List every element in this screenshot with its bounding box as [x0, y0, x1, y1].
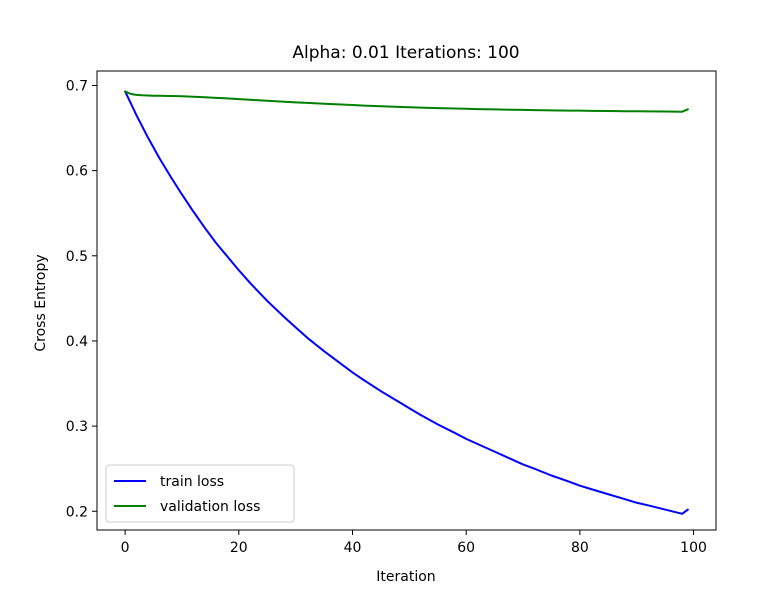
y-tick-label: 0.4	[66, 334, 88, 350]
x-tick-label: 40	[344, 540, 362, 556]
x-axis: 0 20 40 60 80 100	[121, 530, 707, 556]
legend-label-train-loss: train loss	[160, 474, 224, 490]
x-tick-label: 60	[457, 540, 475, 556]
x-axis-label: Iteration	[376, 569, 435, 585]
legend-frame	[105, 464, 295, 523]
y-tick-label: 0.5	[66, 249, 88, 265]
x-tick-label: 0	[121, 540, 130, 556]
x-tick-label: 80	[571, 540, 589, 556]
chart-title: Alpha: 0.01 Iterations: 100	[292, 43, 519, 63]
legend-label-validation-loss: validation loss	[160, 499, 260, 515]
x-tick-label: 20	[230, 540, 248, 556]
x-tick-label: 100	[680, 540, 707, 556]
series-line-train-loss	[124, 90, 689, 515]
y-tick-label: 0.7	[66, 78, 88, 94]
y-tick-label: 0.3	[66, 419, 88, 435]
y-tick-label: 0.6	[66, 164, 88, 180]
series-lines	[124, 90, 689, 515]
plot-area	[96, 70, 717, 531]
legend: train loss validation loss	[105, 464, 295, 523]
y-tick-label: 0.2	[66, 504, 88, 520]
y-axis-label: Cross Entropy	[33, 254, 49, 351]
y-axis: 0.2 0.3 0.4 0.5 0.6 0.7	[66, 78, 97, 520]
plot-frame	[96, 70, 717, 531]
series-line-validation-loss	[124, 90, 689, 113]
